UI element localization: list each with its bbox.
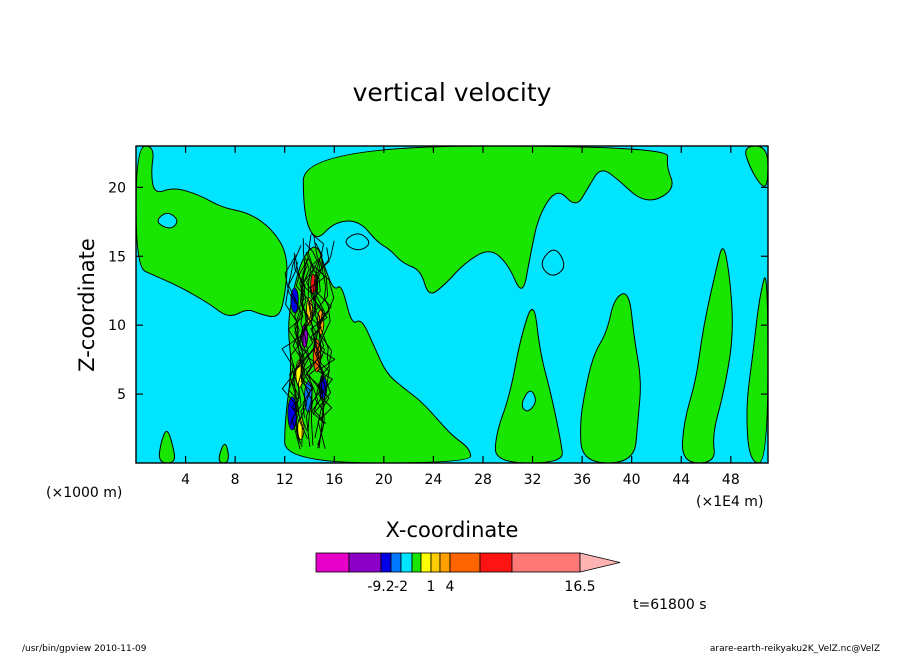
core-contour-line xyxy=(301,238,317,432)
colorbar-swatch xyxy=(390,552,402,573)
colorbar-swatch xyxy=(449,552,481,573)
core-contour-line xyxy=(281,261,299,426)
core-contour-line xyxy=(310,260,329,449)
x-tick-label: 12 xyxy=(276,472,294,488)
colorbar-swatch xyxy=(420,552,432,573)
colorbar-tick-label: -9.2 xyxy=(367,579,394,595)
colorbar-swatch xyxy=(439,552,451,573)
negative-island-island-left-upper xyxy=(157,212,178,229)
positive-region-top-left-band xyxy=(136,146,288,318)
positive-region-bottom-left-sliver xyxy=(158,430,176,463)
convective-core-contours xyxy=(281,233,336,450)
positive-region-right-column-b xyxy=(580,293,641,463)
core-contour-line xyxy=(309,264,327,446)
x-tick-label: 24 xyxy=(424,472,442,488)
positive-region-right-column-a xyxy=(494,309,563,463)
positive-region-bottom-left-sliver-2 xyxy=(218,443,229,463)
colorbar-tick-label: -2 xyxy=(394,579,408,595)
footer-left: /usr/bin/gpview 2010-11-09 xyxy=(22,644,147,654)
colorbar-swatch xyxy=(430,552,441,573)
x-tick-label: 48 xyxy=(722,472,740,488)
x-tick-label: 44 xyxy=(672,472,690,488)
positive-region-upper-middle-band xyxy=(302,146,673,294)
core-contour-line xyxy=(313,247,332,420)
footer-right: arare-earth-reikyaku2K_VelZ.nc@VelZ xyxy=(710,644,880,654)
y-tick-label: 15 xyxy=(108,249,126,265)
negative-island-island-right-upper xyxy=(541,249,565,276)
x-tick-label: 4 xyxy=(181,472,190,488)
core-contour-line xyxy=(291,258,309,450)
x-unit-left: (×1000 m) xyxy=(46,485,122,501)
y-tick-label: 20 xyxy=(108,180,126,196)
core-contour-line xyxy=(310,233,326,449)
colorbar-tick-label: 16.5 xyxy=(564,579,595,595)
plot-frame xyxy=(135,145,769,464)
x-tick-label: 32 xyxy=(524,472,542,488)
core-contour-line xyxy=(306,242,324,438)
x-tick-label: 28 xyxy=(474,472,492,488)
core-contour-line xyxy=(287,245,304,412)
core-contour-line xyxy=(292,257,309,445)
core-contour-line xyxy=(293,252,309,447)
x-tick-label: 20 xyxy=(375,472,393,488)
colorbar-swatch xyxy=(479,552,513,573)
colorbar-swatch xyxy=(315,552,350,573)
negative-island-island-center-upper xyxy=(345,233,370,251)
x-tick-label: 8 xyxy=(231,472,240,488)
chart-title: vertical velocity xyxy=(353,78,552,107)
x-unit-right: (×1E4 m) xyxy=(696,494,763,510)
colorbar-swatch xyxy=(411,552,422,573)
core-contour-line xyxy=(300,234,315,432)
x-tick-label: 16 xyxy=(325,472,343,488)
colorbar-swatch xyxy=(348,552,382,573)
time-label: t=61800 s xyxy=(633,597,707,613)
colorbar-swatch xyxy=(400,552,413,573)
colorbar-swatch xyxy=(511,552,581,573)
x-axis-label: X-coordinate xyxy=(386,518,519,542)
colorbar-extension xyxy=(579,552,621,573)
y-axis-label: Z-coordinate xyxy=(75,238,99,372)
positive-region-right-column-c xyxy=(681,248,733,463)
colorbar-tick-label: 4 xyxy=(446,579,455,595)
y-tick-label: 5 xyxy=(117,387,126,403)
y-tick-label: 10 xyxy=(108,318,126,334)
x-tick-label: 40 xyxy=(623,472,641,488)
colorbar-tick-label: 1 xyxy=(427,579,436,595)
core-contour-line xyxy=(284,254,301,412)
colorbar xyxy=(315,552,621,573)
negative-island-island-columnA xyxy=(521,390,536,412)
x-tick-label: 36 xyxy=(573,472,591,488)
colorbar-swatch xyxy=(380,552,392,573)
